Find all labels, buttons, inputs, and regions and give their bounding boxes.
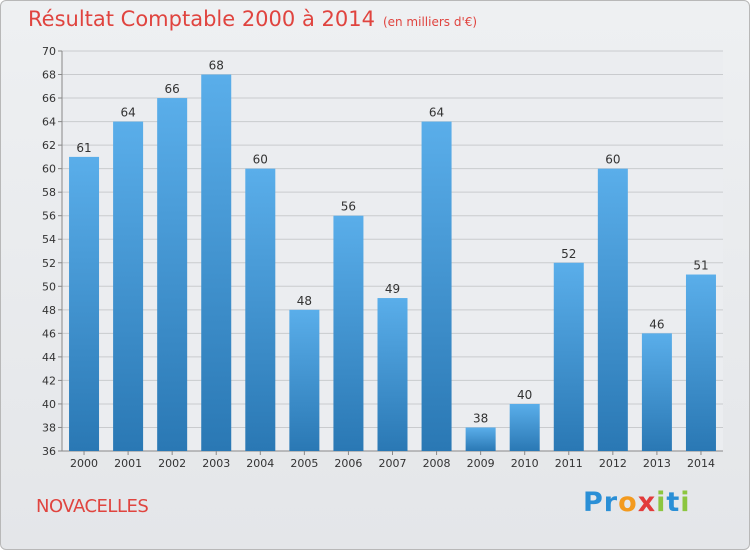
bar [685, 274, 716, 451]
bar [157, 98, 188, 451]
x-tick-label: 2002 [158, 457, 186, 470]
logo-letter: i [656, 487, 667, 518]
x-tick-label: 2009 [467, 457, 495, 470]
y-tick-label: 62 [42, 139, 56, 152]
bar [553, 262, 584, 451]
bar-value-label: 60 [605, 153, 620, 167]
y-tick-label: 68 [42, 69, 56, 82]
y-tick-label: 54 [42, 233, 56, 246]
chart-subtitle: (en milliers d'€) [382, 15, 478, 29]
y-tick-label: 46 [42, 327, 56, 340]
y-tick-label: 36 [42, 445, 56, 458]
bar [69, 156, 100, 451]
bar-value-label: 48 [297, 294, 312, 308]
bar [113, 121, 144, 452]
x-tick-label: 2012 [599, 457, 627, 470]
x-tick-label: 2011 [555, 457, 583, 470]
bar-value-label: 60 [253, 153, 268, 167]
bar-value-label: 64 [120, 106, 135, 120]
x-tick-label: 2000 [70, 457, 98, 470]
bar [597, 168, 628, 451]
bar [201, 74, 232, 451]
x-tick-label: 2004 [246, 457, 274, 470]
y-tick-label: 50 [42, 280, 56, 293]
y-tick-label: 56 [42, 210, 56, 223]
commune-name: NOVACELLES [36, 496, 149, 517]
bar-value-label: 38 [473, 411, 488, 425]
x-tick-label: 2007 [379, 457, 407, 470]
bar [245, 168, 276, 451]
logo-letter: x [637, 487, 657, 518]
x-tick-label: 2010 [511, 457, 539, 470]
bar-value-label: 51 [693, 259, 708, 273]
bar-value-label: 68 [209, 59, 224, 73]
y-tick-label: 44 [42, 351, 56, 364]
x-tick-label: 2005 [290, 457, 318, 470]
x-tick-label: 2013 [643, 457, 671, 470]
y-tick-label: 60 [42, 163, 56, 176]
bar-value-label: 56 [341, 200, 356, 214]
x-tick-label: 2014 [687, 457, 715, 470]
logo-letter: i [680, 487, 691, 518]
logo-letter: r [603, 487, 619, 518]
y-tick-label: 66 [42, 92, 56, 105]
bar [333, 215, 364, 451]
bar [289, 309, 320, 451]
bar-value-label: 61 [76, 141, 91, 155]
bar [509, 403, 540, 451]
x-tick-label: 2006 [334, 457, 362, 470]
bar-value-label: 46 [649, 317, 664, 331]
chart-title-text: Résultat Comptable 2000 à 2014 [28, 7, 375, 31]
y-tick-label: 70 [42, 45, 56, 58]
x-tick-label: 2003 [202, 457, 230, 470]
x-tick-label: 2008 [423, 457, 451, 470]
logo-letter: t [666, 487, 681, 518]
bar [421, 121, 452, 452]
y-tick-label: 40 [42, 398, 56, 411]
y-tick-label: 48 [42, 304, 56, 317]
y-tick-label: 52 [42, 257, 56, 270]
bar-value-label: 49 [385, 282, 400, 296]
y-tick-label: 58 [42, 186, 56, 199]
proxiti-logo: Proxiti [583, 487, 691, 518]
logo-letter: o [618, 487, 638, 518]
x-tick-label: 2001 [114, 457, 142, 470]
y-tick-label: 38 [42, 421, 56, 434]
y-tick-label: 42 [42, 374, 56, 387]
bar-value-label: 52 [561, 247, 576, 261]
chart-title: Résultat Comptable 2000 à 2014 (en millie… [28, 7, 477, 31]
bar-value-label: 66 [165, 82, 180, 96]
logo-letter: P [583, 487, 604, 518]
bar [465, 427, 496, 451]
bar [641, 333, 672, 451]
y-tick-label: 64 [42, 116, 56, 129]
bar-value-label: 64 [429, 106, 444, 120]
bar-value-label: 40 [517, 388, 532, 402]
bar [377, 298, 408, 451]
